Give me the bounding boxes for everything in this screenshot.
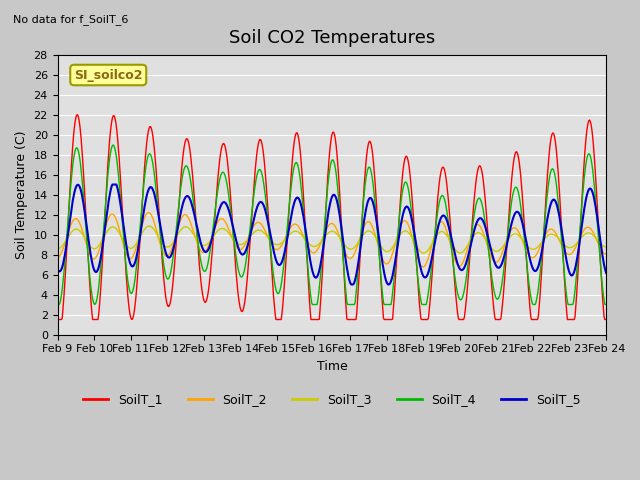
SoilT_5 xyxy=(177,211,184,217)
SoilT_3 xyxy=(120,239,128,244)
SoilT_4 xyxy=(54,301,61,307)
SoilT_1 xyxy=(415,300,423,305)
Text: No data for f_SoilT_6: No data for f_SoilT_6 xyxy=(13,14,128,25)
SoilT_2 xyxy=(399,218,407,224)
SoilT_2 xyxy=(145,210,152,216)
SoilT_1 xyxy=(121,249,129,254)
SoilT_2 xyxy=(602,251,610,257)
X-axis label: Time: Time xyxy=(317,360,348,373)
SoilT_1 xyxy=(74,112,81,118)
Text: SI_soilco2: SI_soilco2 xyxy=(74,69,143,82)
SoilT_1 xyxy=(54,317,61,323)
SoilT_3 xyxy=(399,228,407,234)
SoilT_2 xyxy=(63,232,71,238)
SoilT_3 xyxy=(420,250,428,256)
Line: SoilT_1: SoilT_1 xyxy=(58,115,606,320)
SoilT_1 xyxy=(399,166,407,171)
SoilT_3 xyxy=(415,247,423,253)
SoilT_4 xyxy=(415,288,423,293)
Line: SoilT_5: SoilT_5 xyxy=(58,184,606,285)
SoilT_4 xyxy=(399,184,407,190)
SoilT_3 xyxy=(602,244,610,250)
SoilT_3 xyxy=(145,223,153,229)
SoilT_5 xyxy=(348,282,355,288)
Title: Soil CO2 Temperatures: Soil CO2 Temperatures xyxy=(228,29,435,48)
SoilT_5 xyxy=(54,266,61,272)
SoilT_4 xyxy=(121,248,129,254)
SoilT_2 xyxy=(54,254,61,260)
SoilT_3 xyxy=(54,246,61,252)
SoilT_5 xyxy=(400,208,408,214)
SoilT_2 xyxy=(205,241,213,247)
Legend: SoilT_1, SoilT_2, SoilT_3, SoilT_4, SoilT_5: SoilT_1, SoilT_2, SoilT_3, SoilT_4, Soil… xyxy=(78,388,586,411)
SoilT_5 xyxy=(63,235,71,241)
SoilT_4 xyxy=(109,142,117,148)
SoilT_4 xyxy=(205,252,213,258)
SoilT_5 xyxy=(121,231,129,237)
Line: SoilT_3: SoilT_3 xyxy=(58,226,606,253)
SoilT_5 xyxy=(602,270,610,276)
Line: SoilT_4: SoilT_4 xyxy=(58,145,606,304)
SoilT_4 xyxy=(602,301,610,307)
SoilT_5 xyxy=(109,181,116,187)
SoilT_2 xyxy=(419,264,427,270)
SoilT_1 xyxy=(602,317,610,323)
SoilT_5 xyxy=(205,244,213,250)
SoilT_3 xyxy=(177,228,184,233)
SoilT_1 xyxy=(63,233,71,239)
SoilT_2 xyxy=(415,259,423,265)
SoilT_4 xyxy=(177,188,184,193)
SoilT_3 xyxy=(63,235,71,241)
Y-axis label: Soil Temperature (C): Soil Temperature (C) xyxy=(15,130,28,259)
SoilT_5 xyxy=(416,263,424,269)
Line: SoilT_2: SoilT_2 xyxy=(58,213,606,267)
SoilT_1 xyxy=(205,280,213,286)
SoilT_2 xyxy=(120,244,128,250)
SoilT_2 xyxy=(177,218,184,224)
SoilT_4 xyxy=(63,225,71,231)
SoilT_3 xyxy=(205,239,213,245)
SoilT_1 xyxy=(177,181,184,187)
